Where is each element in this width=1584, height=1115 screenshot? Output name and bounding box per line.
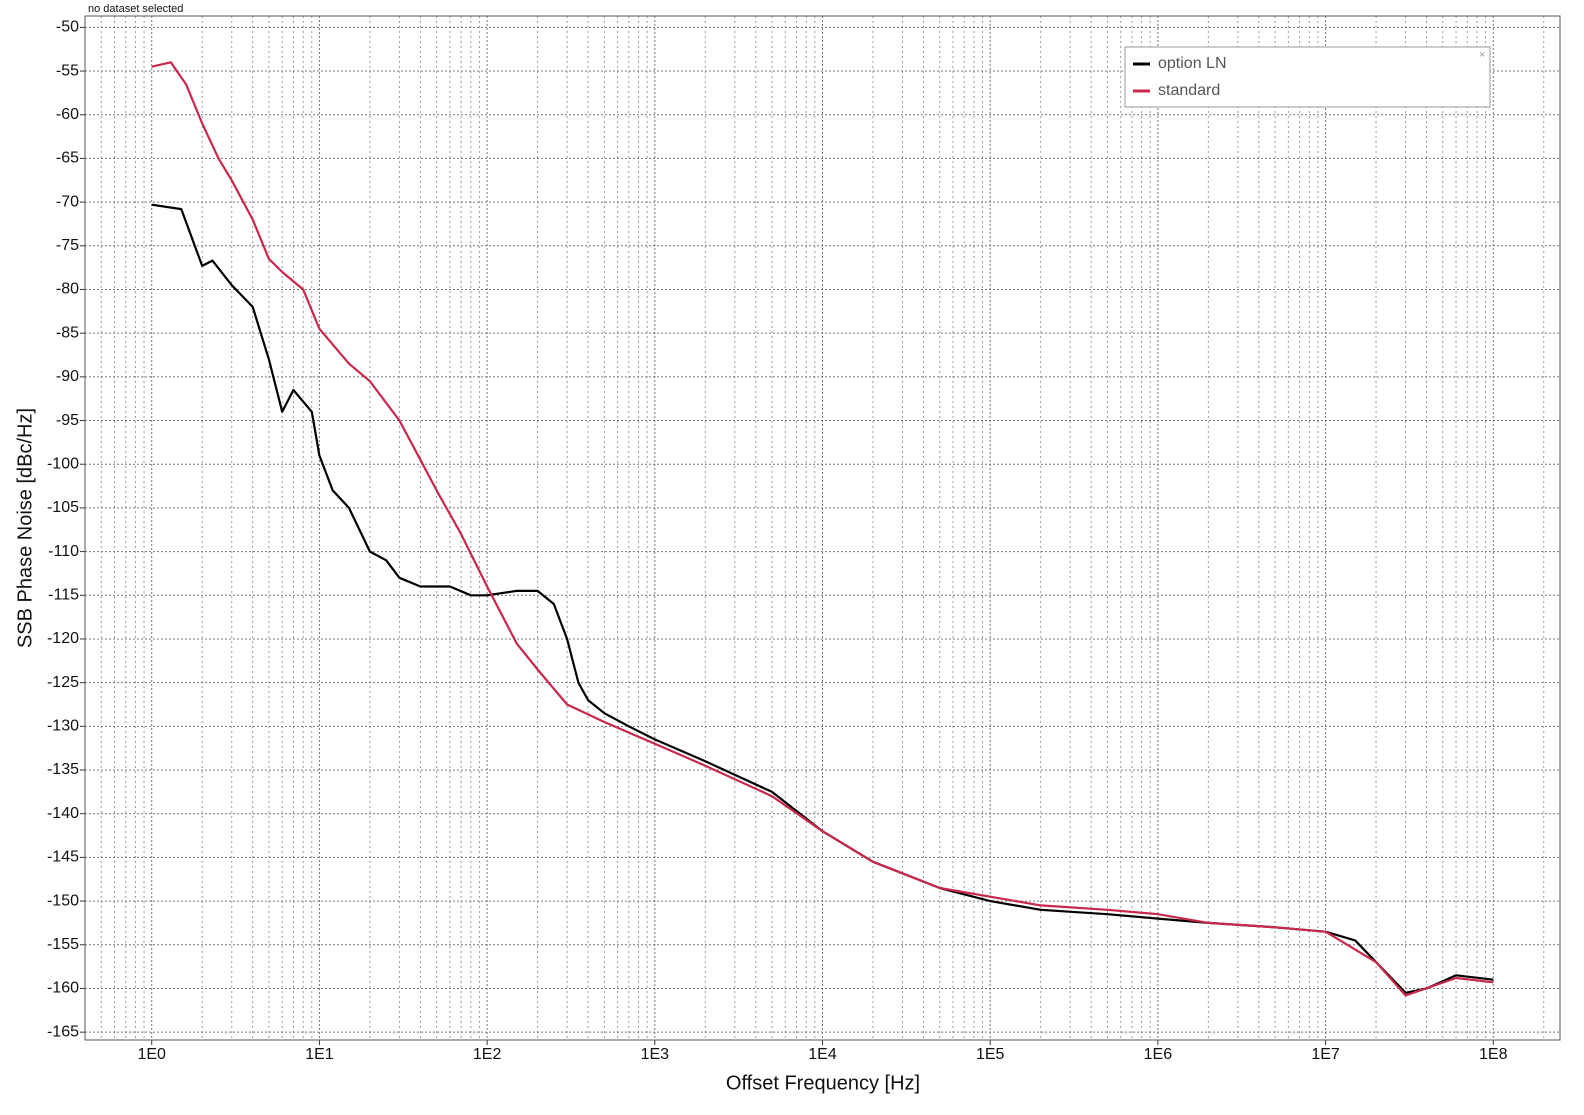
- y-tick-label: -100: [47, 455, 79, 472]
- y-tick-label: -135: [47, 761, 79, 778]
- x-tick-label: 1E0: [137, 1046, 166, 1063]
- y-tick-label: -110: [48, 543, 79, 560]
- x-tick-label: 1E3: [641, 1046, 670, 1063]
- y-tick-label: -130: [47, 718, 79, 735]
- x-tick-label: 1E4: [808, 1046, 837, 1063]
- y-tick-label: -155: [47, 936, 79, 953]
- legend-close: ×: [1479, 49, 1485, 61]
- annotation: no dataset selected: [88, 3, 183, 15]
- y-tick-label: -145: [47, 849, 79, 866]
- series-line: [151, 61, 1494, 997]
- y-tick-label: -60: [56, 106, 79, 123]
- y-tick-label: -105: [47, 499, 79, 516]
- y-axis-label: SSB Phase Noise [dBc/Hz]: [14, 408, 36, 648]
- y-tick-label: -115: [48, 586, 79, 603]
- y-tick-label: -90: [56, 368, 79, 385]
- plot-frame: [84, 15, 1561, 1041]
- y-tick-label: -165: [47, 1023, 79, 1040]
- x-axis-label: Offset Frequency [Hz]: [726, 1072, 920, 1094]
- y-tick-label: -120: [47, 630, 79, 647]
- x-tick-label: 1E8: [1479, 1046, 1508, 1063]
- x-tick-label: 1E5: [976, 1046, 1005, 1063]
- x-tick-label: 1E6: [1144, 1046, 1173, 1063]
- y-tick-label: -80: [56, 281, 79, 298]
- legend-box: [1124, 46, 1491, 108]
- y-tick-label: -75: [56, 237, 79, 254]
- x-tick-label: 1E1: [305, 1046, 334, 1063]
- y-tick-label: -150: [47, 892, 79, 909]
- y-tick-label: -85: [56, 324, 79, 341]
- y-tick-label: -65: [56, 150, 79, 167]
- y-tick-label: -50: [56, 19, 79, 36]
- x-tick-label: 1E2: [473, 1046, 502, 1063]
- legend-label: standard: [1158, 82, 1220, 99]
- y-tick-label: -70: [56, 193, 79, 210]
- y-tick-label: -125: [47, 674, 79, 691]
- legend-label: option LN: [1158, 55, 1227, 72]
- y-tick-label: -55: [56, 62, 79, 79]
- y-tick-label: -160: [47, 980, 79, 997]
- y-tick-label: -95: [56, 412, 79, 429]
- x-tick-label: 1E7: [1311, 1046, 1340, 1063]
- y-tick-label: -140: [47, 805, 79, 822]
